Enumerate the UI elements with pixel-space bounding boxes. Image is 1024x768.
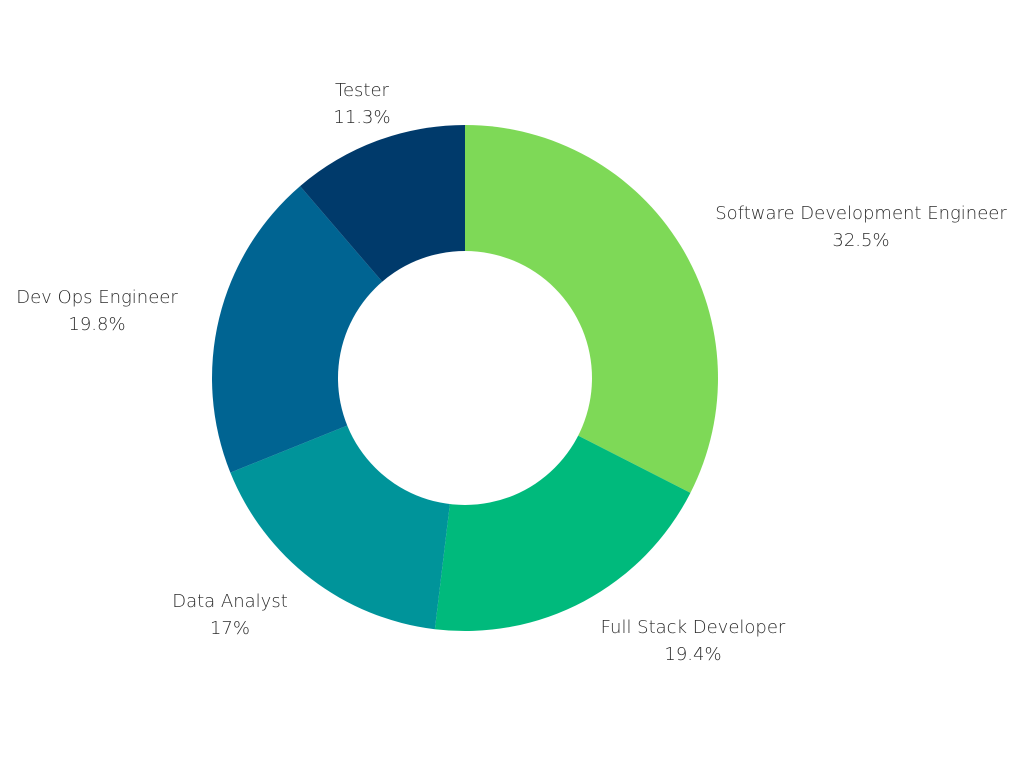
slice-label-value: 19.4% [664,644,721,665]
slice-label-value: 19.8% [68,314,125,335]
slice-label-name: Tester [335,80,390,101]
slice-labels: Software Development Engineer 32.5% Full S… [16,80,1007,665]
slice-label-value: 17% [210,618,250,639]
slice-label-name: Dev Ops Engineer [16,287,178,308]
donut-hole [338,251,592,505]
slice-label-name: Software Development Engineer [715,203,1007,224]
slice-label-name: Data Analyst [172,591,288,612]
slice-label-name: Full Stack Developer [601,617,786,638]
slice-label-value: 11.3% [333,107,390,128]
slice-label-value: 32.5% [832,230,889,251]
